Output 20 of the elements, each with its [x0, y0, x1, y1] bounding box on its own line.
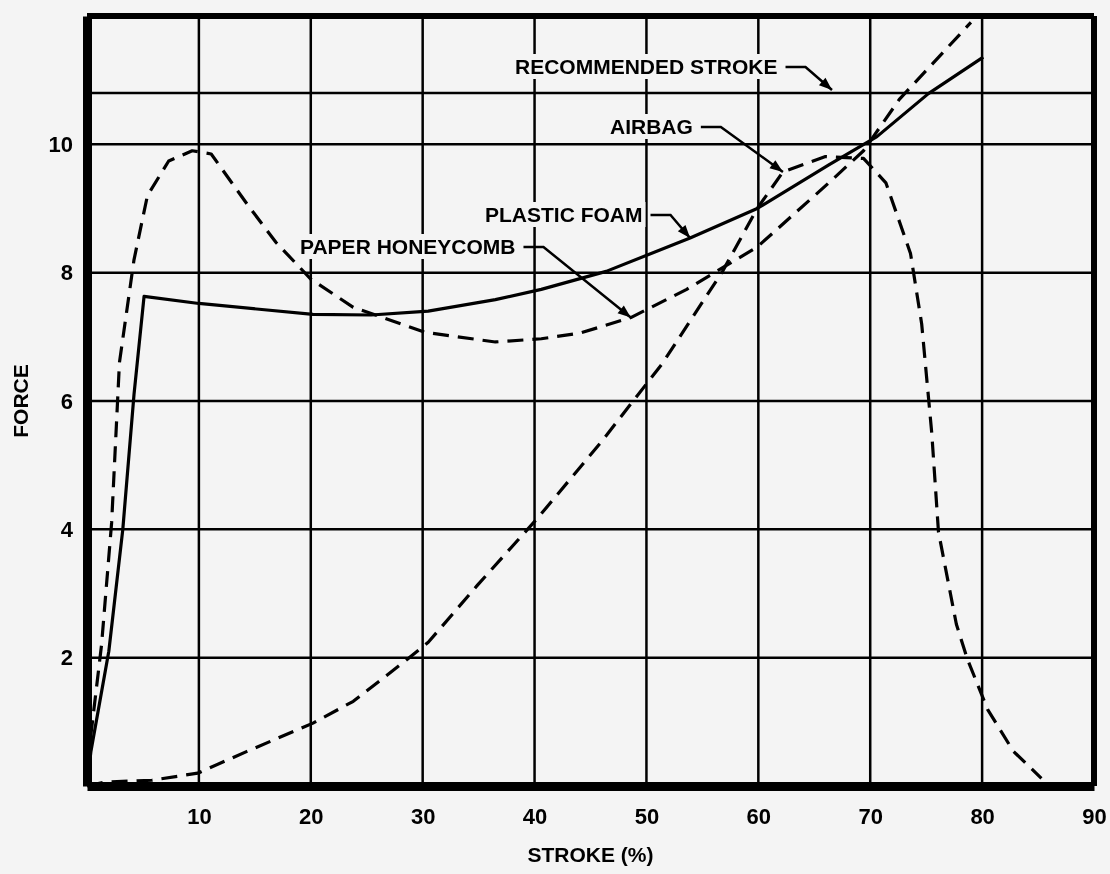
x-tick-label: 70 — [858, 803, 883, 829]
y-tick-label: 10 — [48, 131, 73, 157]
x-axis-title: STROKE (%) — [527, 843, 654, 866]
x-tick-label: 40 — [522, 803, 548, 829]
y-tick-label: 4 — [60, 516, 74, 542]
y-axis-title: FORCE — [9, 364, 32, 438]
x-tick-label: 30 — [410, 803, 436, 829]
x-tick-label: 20 — [299, 803, 324, 829]
y-tick-label: 8 — [60, 260, 73, 286]
x-tick-label: 90 — [1082, 803, 1107, 829]
annotation: RECOMMENDED STROKE — [515, 55, 778, 78]
y-tick-label: 6 — [60, 388, 73, 414]
legend-label: PLASTIC FOAM — [485, 203, 643, 226]
y-tick-label: 2 — [60, 645, 73, 671]
series-label: PAPER HONEYCOMB — [300, 235, 516, 258]
x-tick-label: 50 — [634, 803, 660, 829]
x-tick-label: 60 — [746, 803, 772, 829]
x-tick-label: 10 — [187, 803, 212, 829]
text: AIRBAG — [610, 115, 693, 138]
x-tick-label: 80 — [970, 803, 995, 829]
